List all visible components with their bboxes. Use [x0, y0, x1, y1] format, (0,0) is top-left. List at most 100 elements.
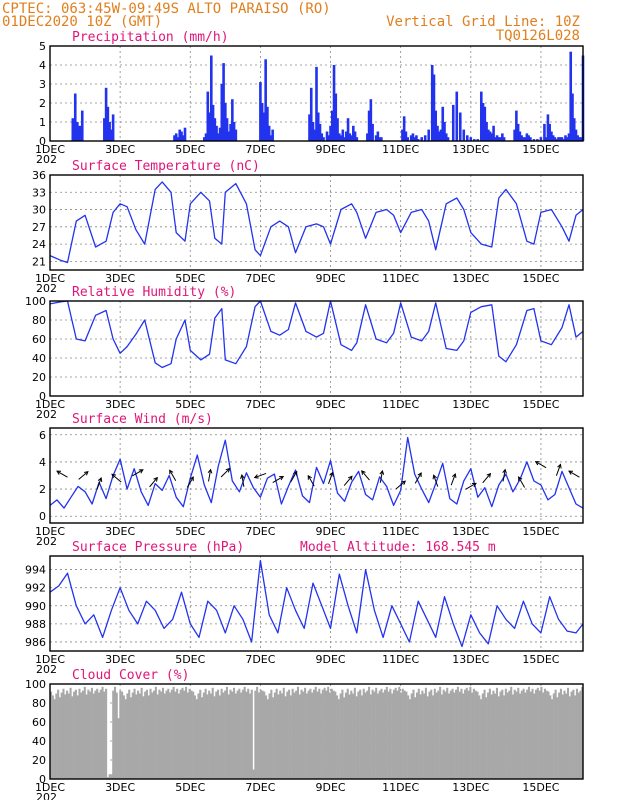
cloud-bar — [71, 696, 74, 779]
cloud-bar — [551, 699, 554, 779]
precip-bar — [369, 99, 373, 141]
cloud-bar — [183, 690, 186, 779]
cloud-bar — [83, 686, 86, 779]
cloud-bar — [300, 689, 303, 779]
cloud-bar — [181, 687, 184, 779]
cloud-bar — [408, 699, 411, 779]
cloud-bar — [259, 689, 262, 779]
y-tick-label: 1 — [39, 116, 46, 129]
cloud-bar — [426, 696, 429, 779]
series-line — [49, 181, 584, 264]
cloud-bar — [151, 692, 154, 779]
precip-bar — [513, 129, 516, 141]
year-fragment: 202 — [36, 535, 57, 548]
x-tick-label: 11DEC — [382, 525, 419, 538]
precip-bar — [436, 125, 439, 141]
cloud-bar — [355, 696, 358, 779]
precip-bar — [111, 114, 115, 141]
precip-bar — [367, 110, 371, 141]
cloud-bar — [186, 692, 189, 779]
y-tick-label: 20 — [32, 754, 46, 767]
precip-bar — [174, 133, 178, 141]
x-tick-label: 5DEC — [175, 781, 205, 794]
cloud-bar — [481, 693, 484, 779]
cloud-bar — [291, 688, 294, 779]
precip-bar — [355, 137, 359, 141]
cloud-bar — [373, 691, 376, 779]
x-tick-label: 5DEC — [175, 398, 205, 411]
x-tick-label: 9DEC — [315, 781, 345, 794]
cloud-bar — [272, 697, 275, 779]
x-tick-label: 7DEC — [245, 272, 275, 285]
precip-bar — [560, 137, 564, 141]
cloud-bar — [412, 689, 415, 779]
wind-arrow-shaft — [111, 473, 122, 483]
cloud-bar — [401, 688, 404, 779]
precip-bar — [406, 137, 409, 141]
cloud-bar — [101, 686, 104, 779]
precip-bar — [557, 137, 560, 141]
precip-bar — [348, 133, 352, 141]
cloud-bar — [73, 691, 76, 779]
precip-bar — [211, 104, 215, 141]
x-tick-label: 13DEC — [452, 525, 489, 538]
wind-arrow-head — [329, 471, 334, 477]
cloud-bar — [465, 687, 468, 779]
wind-arrow-head — [502, 468, 507, 474]
y-tick-label: 100 — [25, 678, 46, 691]
cloud-bar — [55, 693, 58, 779]
precip-bar — [104, 87, 108, 141]
cloud-bar — [504, 688, 507, 779]
cloud-bar — [65, 690, 69, 779]
cloud-bar — [328, 692, 332, 779]
wind-arrow-shaft — [169, 470, 177, 481]
cloud-bar — [485, 697, 488, 779]
panel-frame — [49, 300, 584, 397]
cloud-bar — [217, 689, 220, 779]
wind-arrow-head — [240, 473, 245, 479]
precip-bar — [266, 106, 269, 141]
precip-bar — [434, 110, 438, 141]
precip-bar — [551, 135, 555, 141]
precip-bar — [366, 133, 369, 141]
cloud-bar — [103, 691, 106, 779]
cloud-bar — [163, 693, 166, 779]
precip-bar — [76, 122, 79, 141]
wind-arrow-shaft — [290, 471, 298, 483]
wind-arrow-shaft — [502, 469, 506, 482]
precip-bar — [462, 129, 466, 141]
x-tick-label: 3DEC — [105, 398, 135, 411]
cloud-bar — [336, 695, 339, 779]
precip-bar — [227, 131, 231, 141]
cloud-bar — [311, 692, 314, 779]
cloud-bar — [506, 692, 509, 779]
cloud-bar — [330, 688, 333, 779]
cloud-bar — [403, 690, 406, 779]
cloud-bar — [400, 692, 403, 779]
x-tick-label: 15DEC — [522, 525, 559, 538]
y-tick-label: 986 — [25, 636, 46, 649]
precip-bar — [308, 114, 311, 141]
cloud-bar — [78, 688, 81, 779]
header-model-code: TQ0126L028 — [496, 28, 580, 44]
cloud-bar — [248, 693, 252, 779]
wind-arrow-shaft — [568, 470, 580, 478]
cloud-bar — [368, 686, 371, 779]
cloud-bar — [90, 687, 93, 779]
x-tick-label: 7DEC — [245, 525, 275, 538]
wind-arrow-head — [83, 470, 89, 476]
x-tick-label: 15DEC — [522, 781, 559, 794]
cloud-bar — [449, 690, 452, 779]
cloud-bar — [154, 686, 157, 779]
cloud-bar — [58, 697, 61, 779]
wind-arrow-shaft — [414, 472, 422, 484]
cloud-bar — [115, 692, 118, 779]
precip-bar — [402, 116, 406, 141]
wind-arrow-head — [361, 470, 366, 475]
precip-bar — [108, 122, 111, 141]
precip-bar — [553, 137, 557, 141]
cloud-bar — [510, 686, 513, 779]
wind-arrow-shaft — [482, 473, 491, 484]
cloud-bar — [339, 693, 342, 779]
cloud-bar — [384, 689, 387, 779]
